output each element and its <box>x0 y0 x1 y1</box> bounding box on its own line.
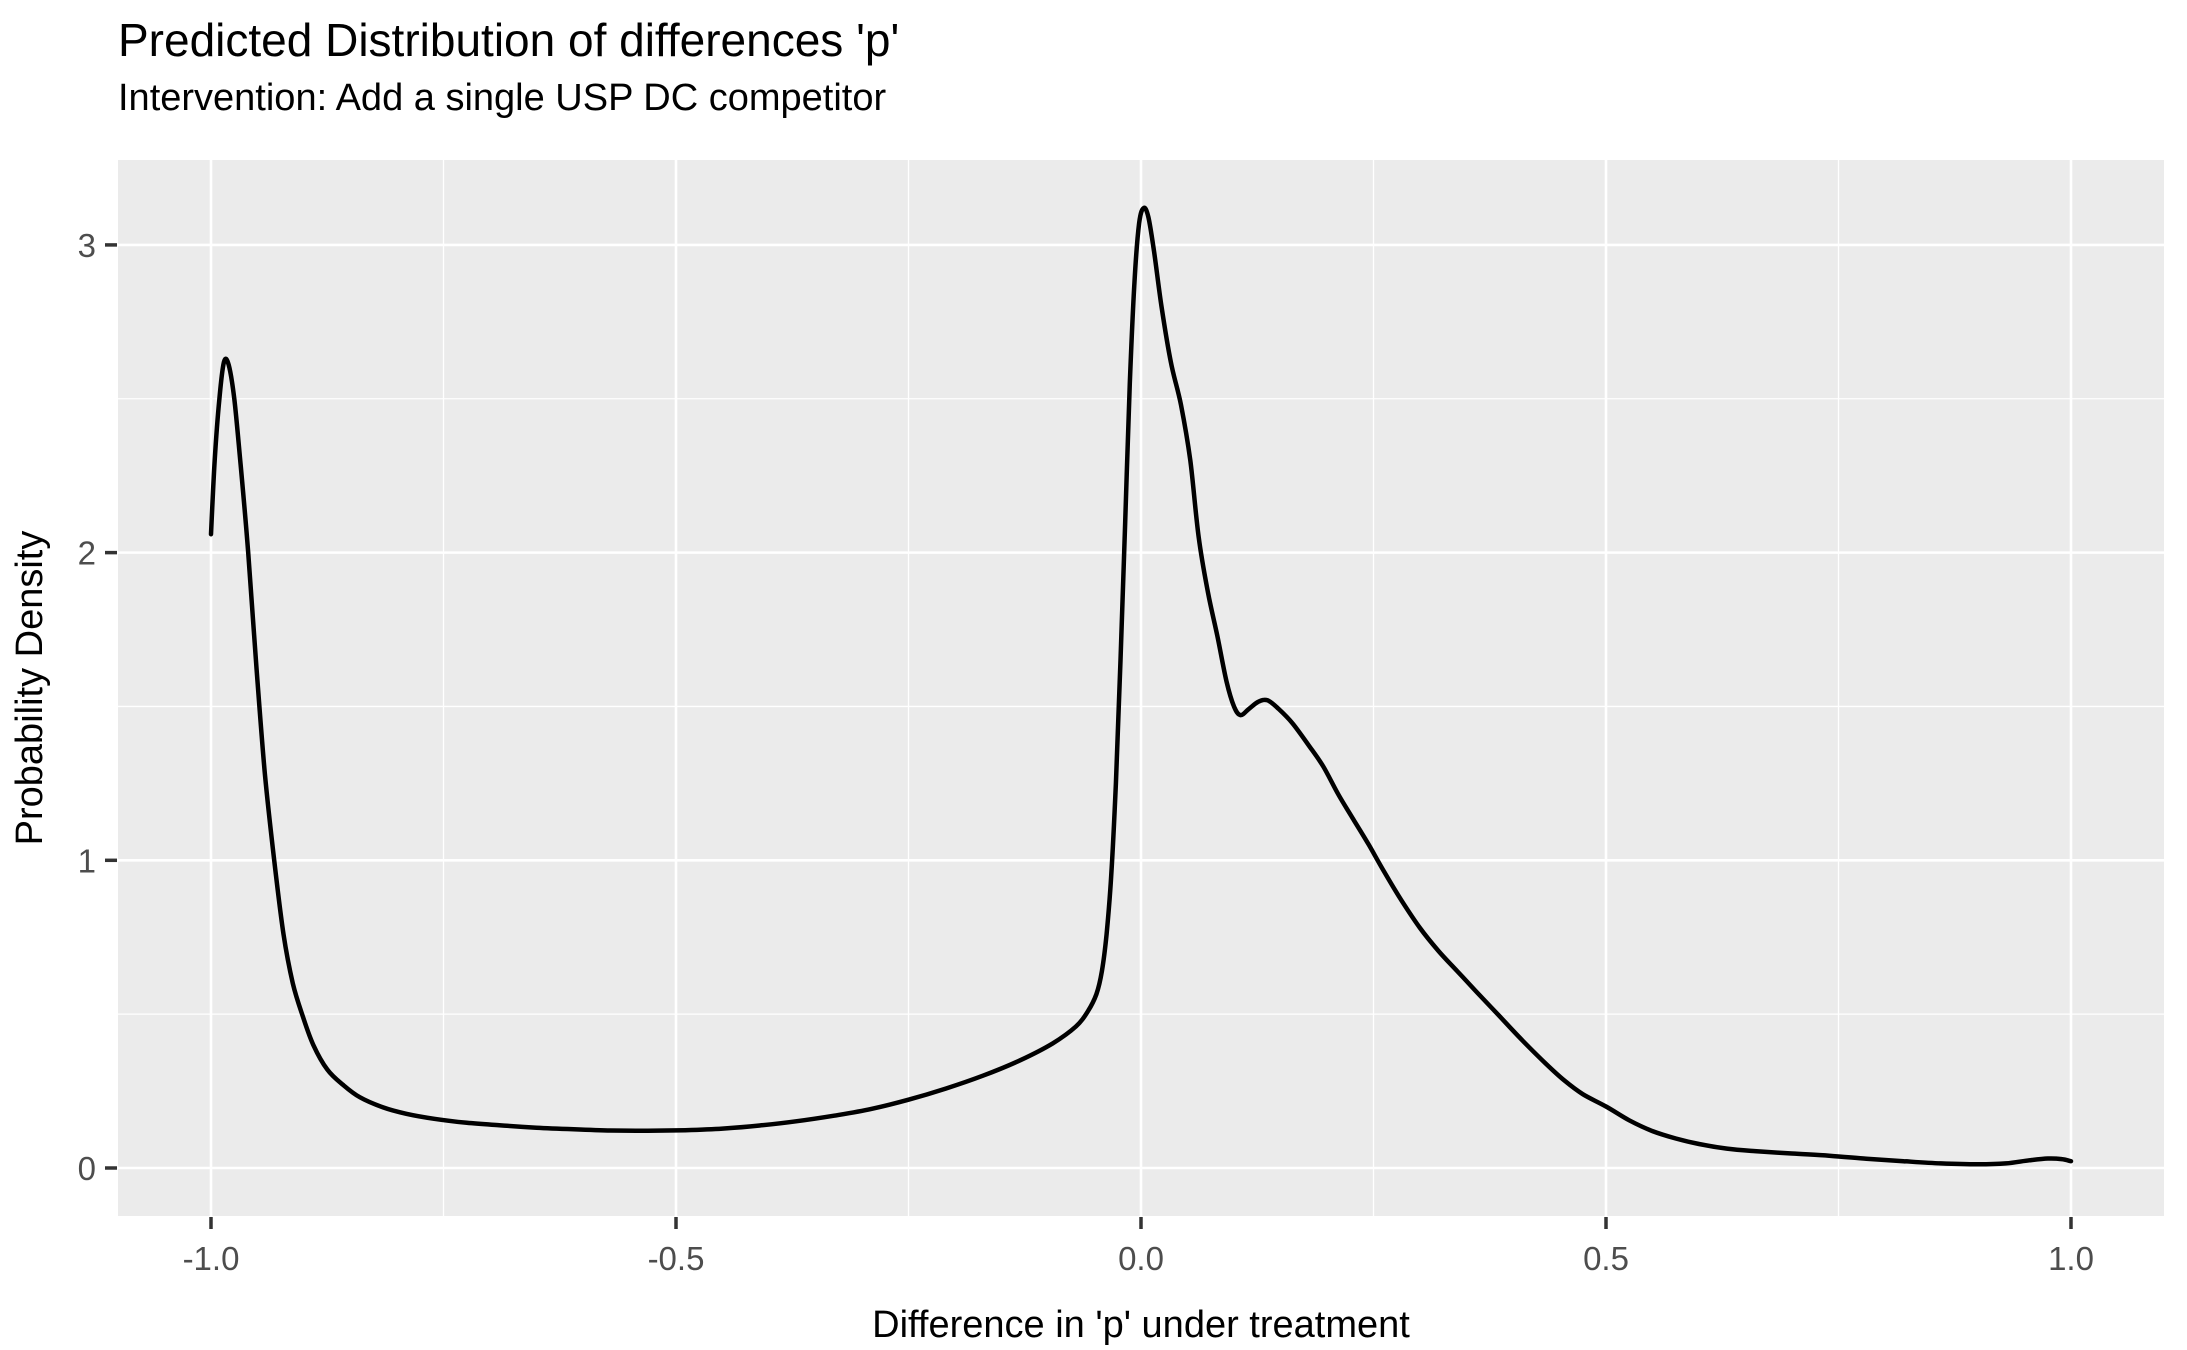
x-axis-tick-labels: -1.0 -0.5 0.0 0.5 1.0 <box>183 1240 2094 1277</box>
major-gridlines <box>118 160 2164 1216</box>
y-tick-label: 1 <box>78 842 96 879</box>
x-tick-label: 0.5 <box>1583 1240 1629 1277</box>
x-tick-label: 1.0 <box>2048 1240 2094 1277</box>
plot-title: Predicted Distribution of differences 'p… <box>118 14 899 66</box>
x-tick-label: -1.0 <box>183 1240 240 1277</box>
x-tick-label: -0.5 <box>648 1240 705 1277</box>
density-curve <box>208 205 2074 1167</box>
y-axis-tick-labels: 0 1 2 3 <box>78 227 96 1187</box>
y-tick-label: 0 <box>78 1150 96 1187</box>
plot-subtitle: Intervention: Add a single USP DC compet… <box>118 77 886 119</box>
y-tick-label: 2 <box>78 535 96 572</box>
x-tick-label: 0.0 <box>1118 1240 1164 1277</box>
x-axis-title: Difference in 'p' under treatment <box>872 1304 1410 1346</box>
y-axis-title: Probability Density <box>9 531 51 846</box>
axis-tick-marks <box>105 243 2073 1229</box>
y-tick-label: 3 <box>78 227 96 264</box>
